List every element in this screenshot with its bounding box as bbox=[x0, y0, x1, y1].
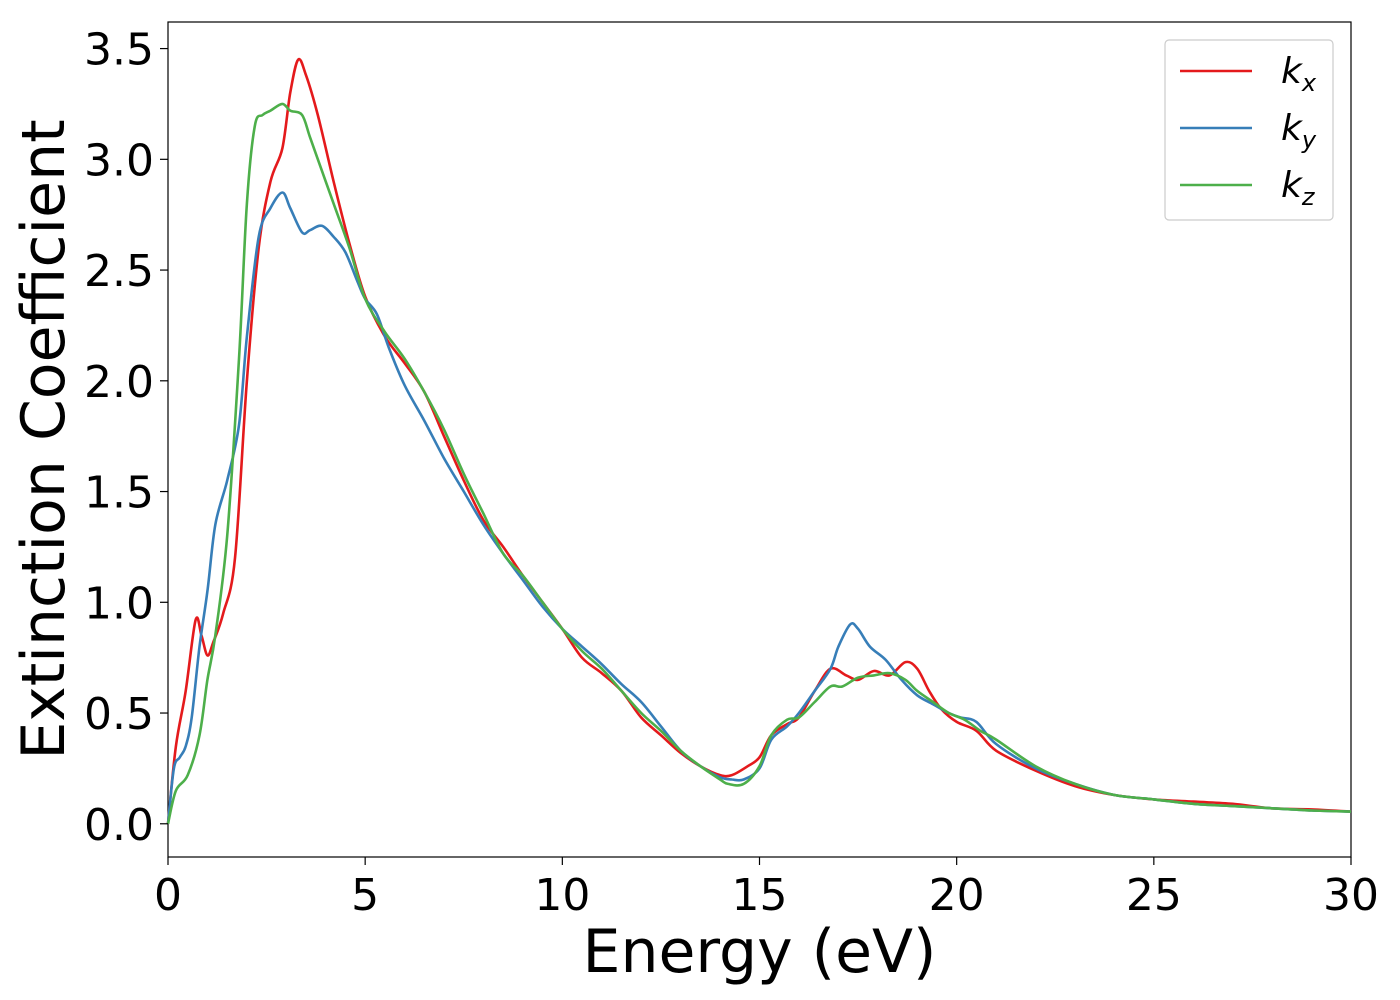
y-tick-label: 1.0 bbox=[84, 578, 154, 629]
y-tick-label: 1.5 bbox=[84, 468, 154, 519]
legend: kx ky kz bbox=[1164, 39, 1334, 221]
y-tick-label: 2.5 bbox=[84, 246, 154, 297]
series-layer bbox=[166, 57, 1352, 825]
y-tick-label: 0.0 bbox=[84, 800, 154, 851]
series-line-k-z bbox=[166, 102, 1352, 825]
x-tick-label: 20 bbox=[929, 870, 985, 921]
x-tick-label: 5 bbox=[351, 870, 379, 921]
x-tick-label: 15 bbox=[732, 870, 788, 921]
y-tick-label: 3.5 bbox=[84, 25, 154, 76]
x-tick-label: 0 bbox=[154, 870, 182, 921]
legend-box bbox=[1164, 39, 1334, 221]
legend-label-k-x: kx bbox=[1281, 51, 1317, 97]
y-tick-label: 3.0 bbox=[84, 135, 154, 186]
x-tick-label: 30 bbox=[1323, 870, 1379, 921]
legend-label-k-z: kz bbox=[1281, 165, 1316, 211]
x-axis-title: Energy (eV) bbox=[583, 917, 937, 987]
x-tick-label: 25 bbox=[1126, 870, 1182, 921]
y-axis-title: Extinction Coefficient bbox=[9, 119, 79, 759]
x-tick-label: 10 bbox=[534, 870, 590, 921]
axes-layer: 0 5 10 15 20 25 30 0.0 0.5 1.0 1.5 2.0 2.5 3.0 3.5 bbox=[84, 25, 1379, 921]
plot-area bbox=[167, 21, 1352, 858]
legend-label-k-y: ky bbox=[1281, 108, 1317, 154]
legend-items: kx ky kz bbox=[1180, 51, 1317, 211]
y-tick-label: 0.5 bbox=[84, 689, 154, 740]
y-tick-label: 2.0 bbox=[84, 357, 154, 408]
